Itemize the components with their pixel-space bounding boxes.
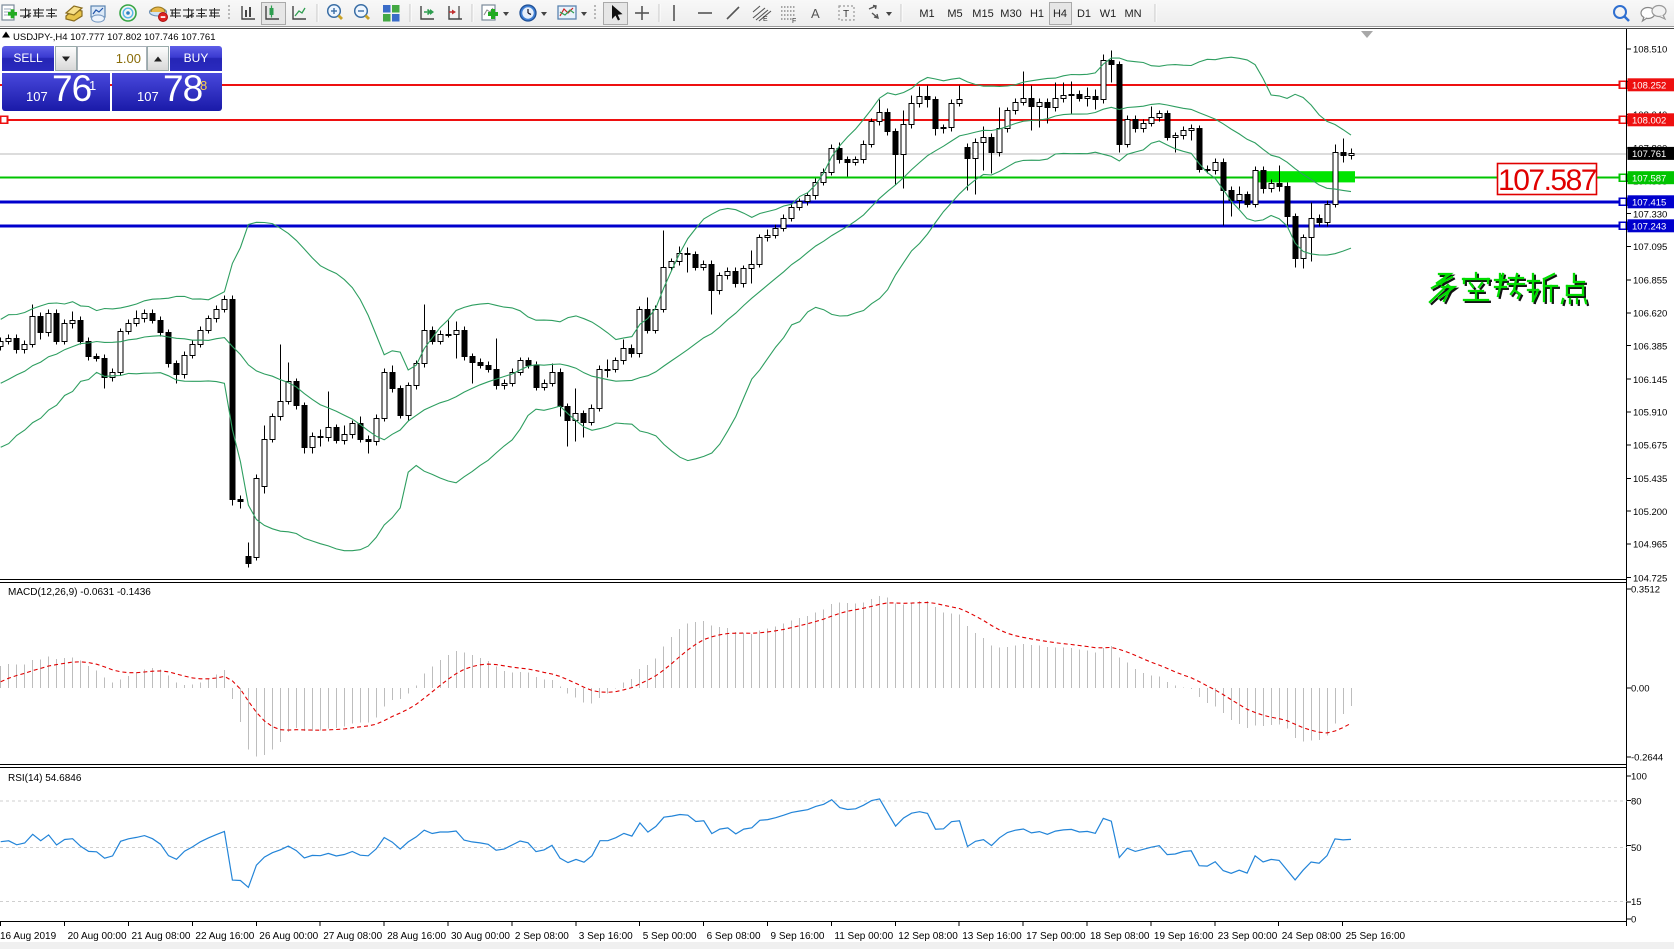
svg-text:17 Sep 00:00: 17 Sep 00:00 xyxy=(1026,931,1086,942)
svg-text:-0.2644: -0.2644 xyxy=(1631,753,1663,764)
svg-text:0: 0 xyxy=(1631,915,1636,926)
svg-text:16 Aug 2019: 16 Aug 2019 xyxy=(0,931,57,942)
svg-text:108.252: 108.252 xyxy=(1632,81,1666,92)
svg-text:H1: H1 xyxy=(1030,8,1044,20)
svg-text:28 Aug 16:00: 28 Aug 16:00 xyxy=(387,931,446,942)
svg-text:107.761: 107.761 xyxy=(1632,149,1666,160)
svg-text:F: F xyxy=(792,18,796,25)
svg-text:107.095: 107.095 xyxy=(1633,242,1667,253)
svg-text:2 Sep 08:00: 2 Sep 08:00 xyxy=(515,931,569,942)
svg-text:E: E xyxy=(763,16,768,23)
svg-text:USDJPY-,H4 107.777 107.802 10: USDJPY-,H4 107.777 107.802 107.746 107.7… xyxy=(13,32,215,43)
svg-text:5 Sep 00:00: 5 Sep 00:00 xyxy=(643,931,697,942)
svg-text:18 Sep 08:00: 18 Sep 08:00 xyxy=(1090,931,1150,942)
svg-text:9 Sep 16:00: 9 Sep 16:00 xyxy=(771,931,825,942)
svg-text:27 Aug 08:00: 27 Aug 08:00 xyxy=(323,931,382,942)
svg-text:105.200: 105.200 xyxy=(1633,507,1667,518)
svg-text:19 Sep 16:00: 19 Sep 16:00 xyxy=(1154,931,1214,942)
svg-text:108.002: 108.002 xyxy=(1632,116,1666,127)
svg-text:3 Sep 16:00: 3 Sep 16:00 xyxy=(579,931,633,942)
svg-text:104.965: 104.965 xyxy=(1633,540,1667,551)
svg-text:W1: W1 xyxy=(1100,8,1117,20)
svg-text:12 Sep 08:00: 12 Sep 08:00 xyxy=(898,931,958,942)
svg-text:106.620: 106.620 xyxy=(1633,309,1667,320)
svg-text:D1: D1 xyxy=(1077,8,1091,20)
svg-text:25 Sep 16:00: 25 Sep 16:00 xyxy=(1346,931,1406,942)
svg-text:50: 50 xyxy=(1631,843,1642,854)
svg-text:A: A xyxy=(811,6,820,21)
svg-text:105.910: 105.910 xyxy=(1633,408,1667,419)
svg-text:106.385: 106.385 xyxy=(1633,341,1667,352)
svg-text:RSI(14) 54.6846: RSI(14) 54.6846 xyxy=(8,773,82,784)
svg-text:11 Sep 00:00: 11 Sep 00:00 xyxy=(834,931,893,942)
svg-text:105.675: 105.675 xyxy=(1633,441,1667,452)
svg-text:107.587: 107.587 xyxy=(1632,173,1666,184)
svg-text:0.00: 0.00 xyxy=(1631,684,1650,695)
svg-text:106.855: 106.855 xyxy=(1633,276,1667,287)
svg-text:106.145: 106.145 xyxy=(1633,375,1667,386)
svg-text:T: T xyxy=(843,9,849,20)
svg-text:MACD(12,26,9) -0.0631 -0.1436: MACD(12,26,9) -0.0631 -0.1436 xyxy=(8,587,151,598)
svg-text:107.415: 107.415 xyxy=(1632,198,1666,209)
svg-text:H4: H4 xyxy=(1053,8,1067,20)
svg-text:108.510: 108.510 xyxy=(1633,45,1667,56)
svg-text:M30: M30 xyxy=(1000,8,1021,20)
svg-text:105.435: 105.435 xyxy=(1633,474,1667,485)
svg-text:M1: M1 xyxy=(919,8,934,20)
svg-text:MN: MN xyxy=(1124,8,1141,20)
svg-text:80: 80 xyxy=(1631,797,1642,808)
svg-text:107.243: 107.243 xyxy=(1632,222,1666,233)
svg-text:13 Sep 16:00: 13 Sep 16:00 xyxy=(962,931,1022,942)
svg-text:15: 15 xyxy=(1631,897,1642,908)
svg-text:104.725: 104.725 xyxy=(1633,573,1667,584)
svg-text:107.330: 107.330 xyxy=(1633,209,1667,220)
svg-text:22 Aug 16:00: 22 Aug 16:00 xyxy=(195,931,254,942)
svg-text:30 Aug 00:00: 30 Aug 00:00 xyxy=(451,931,510,942)
svg-text:107.587: 107.587 xyxy=(1498,164,1597,197)
svg-text:26 Aug 00:00: 26 Aug 00:00 xyxy=(259,931,318,942)
svg-text:0.3512: 0.3512 xyxy=(1631,585,1660,596)
svg-text:21 Aug 08:00: 21 Aug 08:00 xyxy=(132,931,191,942)
svg-text:20 Aug 00:00: 20 Aug 00:00 xyxy=(68,931,127,942)
svg-text:23 Sep 00:00: 23 Sep 00:00 xyxy=(1218,931,1278,942)
svg-text:M5: M5 xyxy=(947,8,962,20)
svg-text:6 Sep 08:00: 6 Sep 08:00 xyxy=(707,931,761,942)
svg-text:100: 100 xyxy=(1631,772,1647,783)
svg-text:24 Sep 08:00: 24 Sep 08:00 xyxy=(1282,931,1342,942)
svg-text:M15: M15 xyxy=(972,8,993,20)
